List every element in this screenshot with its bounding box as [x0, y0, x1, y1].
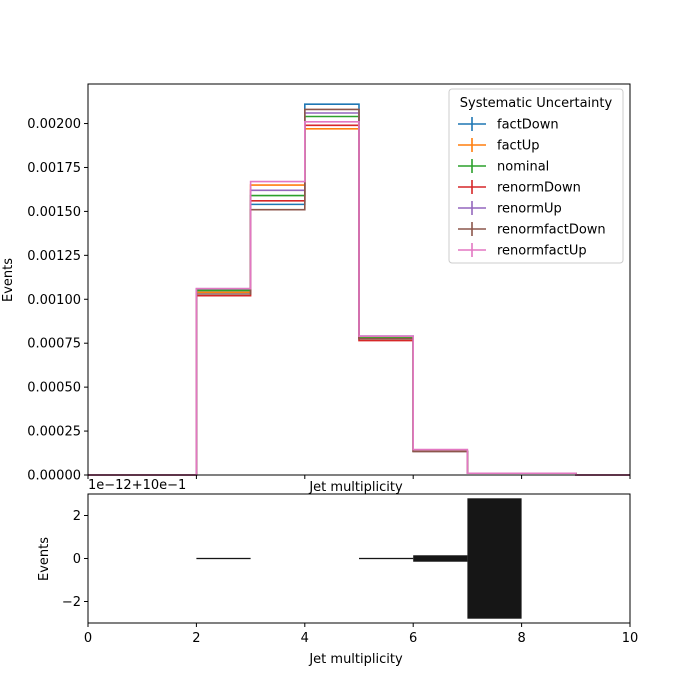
main-y-tick-label: 0.00125	[27, 249, 81, 264]
ratio-y-tick-label: 2	[73, 509, 81, 524]
legend-item-renormDown: renormDown	[458, 180, 581, 196]
ratio-panel: 0 2 4 6 8 10 −2 0 2 1e−12+10e−1 Jet multiplicit…	[37, 478, 638, 667]
legend-item-nominal: nominal	[458, 159, 549, 175]
ratio-x-axis-label: Jet multiplicity	[308, 652, 403, 667]
ratio-x-tick-label: 0	[84, 631, 92, 646]
main-y-tick-label: 0.00000	[27, 469, 81, 484]
legend-frame	[448, 88, 624, 264]
legend-item-renormfactDown: renormfactDown	[458, 222, 606, 238]
main-y-ticks: 0.00000 0.00025 0.00050 0.00075 0.00100 0.001…	[27, 117, 88, 484]
ratio-x-tick-label: 8	[517, 631, 525, 646]
main-y-tick-label: 0.00075	[27, 337, 81, 352]
main-y-tick-label: 0.00175	[27, 161, 81, 176]
ratio-y-tick-label: 0	[73, 552, 81, 567]
ratio-y-ticks: −2 0 2	[62, 509, 88, 610]
legend-item-renormUp: renormUp	[458, 201, 562, 217]
series-step-renormfactUp	[88, 120, 630, 476]
ratio-offset-text: 1e−12+10e−1	[88, 478, 186, 493]
main-y-tick-label: 0.00025	[27, 425, 81, 440]
ratio-x-tick-label: 10	[622, 631, 639, 646]
ratio-x-tick-label: 2	[192, 631, 200, 646]
ratio-x-tick-label: 4	[301, 631, 309, 646]
ratio-bar	[196, 557, 251, 560]
legend-label: renormDown	[497, 181, 581, 196]
legend-item-factDown: factDown	[458, 117, 559, 133]
ratio-bar	[467, 498, 522, 619]
main-x-ticks	[87, 475, 631, 479]
legend-label: renormfactDown	[497, 223, 606, 238]
legend-items: factDown factUp nominal renormDown renormUp r…	[458, 117, 606, 259]
legend: Systematic Uncertainty factDown factUp nom…	[448, 88, 624, 264]
ratio-x-tick-label: 6	[409, 631, 417, 646]
legend-label: factDown	[497, 118, 559, 133]
main-y-axis-label: Events	[1, 258, 16, 302]
ratio-x-ticks: 0 2 4 6 8 10	[84, 623, 638, 646]
main-x-axis-label: Jet multiplicity	[308, 480, 403, 495]
ratio-bar	[413, 555, 468, 562]
ratio-y-axis-label: Events	[37, 537, 52, 581]
main-y-tick-label: 0.00200	[27, 117, 81, 132]
legend-label: renormfactUp	[497, 244, 587, 259]
main-y-tick-label: 0.00100	[27, 293, 81, 308]
main-panel: 0.00000 0.00025 0.00050 0.00075 0.00100 0.001…	[1, 83, 631, 495]
legend-label: renormUp	[497, 202, 562, 217]
legend-label: nominal	[497, 160, 549, 175]
main-axes-frame	[87, 83, 631, 476]
main-y-tick-label: 0.00050	[27, 381, 81, 396]
main-series-layer	[88, 103, 630, 476]
legend-item-factUp: factUp	[458, 138, 540, 154]
legend-label: factUp	[497, 139, 540, 154]
main-y-tick-label: 0.00150	[27, 205, 81, 220]
legend-title: Systematic Uncertainty	[460, 96, 613, 111]
ratio-bar	[359, 557, 414, 560]
ratio-bars-layer	[196, 498, 522, 619]
legend-item-renormfactUp: renormfactUp	[458, 243, 587, 259]
ratio-y-tick-label: −2	[62, 595, 81, 610]
